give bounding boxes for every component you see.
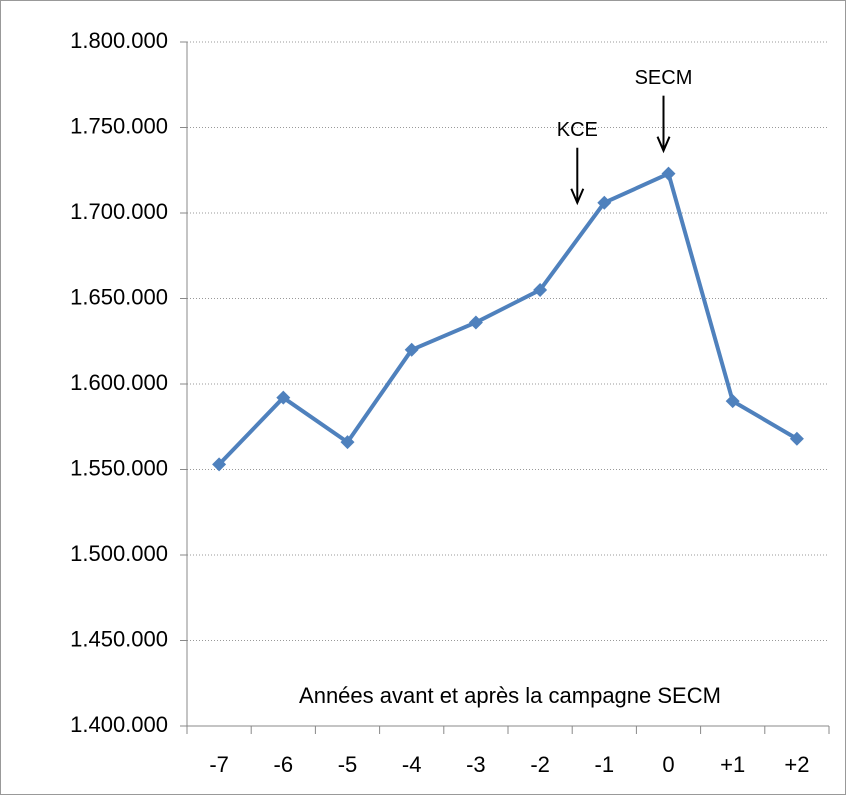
- x-tick-label: -4: [402, 752, 422, 777]
- y-tick-label: 1.450.000: [70, 626, 168, 651]
- x-tick-label: +2: [784, 752, 809, 777]
- marker: [725, 394, 740, 409]
- marker: [212, 457, 227, 472]
- annotation: SECM: [635, 67, 693, 89]
- marker: [404, 342, 419, 357]
- marker: [533, 282, 548, 297]
- x-tick-label: -7: [209, 752, 229, 777]
- x-tick-label: -5: [338, 752, 358, 777]
- y-tick-label: 1.650.000: [70, 284, 168, 309]
- y-tick-label: 1.550.000: [70, 455, 168, 480]
- y-tick-label: 1.800.000: [70, 28, 168, 53]
- y-tick-label: 1.700.000: [70, 199, 168, 224]
- x-tick-label: -6: [274, 752, 294, 777]
- y-tick-label: 1.400.000: [70, 712, 168, 737]
- x-axis-label: Années avant et après la campagne SECM: [299, 683, 721, 708]
- x-tick-label: +1: [720, 752, 745, 777]
- series-line: [217, 171, 798, 466]
- marker: [468, 315, 483, 330]
- marker: [340, 435, 355, 450]
- annotation-arrowhead: [570, 188, 585, 206]
- y-tick-label: 1.600.000: [70, 370, 168, 395]
- marker: [597, 195, 612, 210]
- x-tick-label: -1: [595, 752, 615, 777]
- y-tick-label: 1.500.000: [70, 541, 168, 566]
- marker: [789, 431, 804, 446]
- x-tick-label: 0: [662, 752, 674, 777]
- marker: [661, 166, 676, 181]
- annotation-arrowhead: [656, 136, 671, 154]
- x-tick-label: -3: [466, 752, 486, 777]
- x-tick-label: -2: [530, 752, 550, 777]
- annotation: KCE: [557, 119, 598, 141]
- marker: [276, 390, 291, 405]
- y-tick-label: 1.750.000: [70, 113, 168, 138]
